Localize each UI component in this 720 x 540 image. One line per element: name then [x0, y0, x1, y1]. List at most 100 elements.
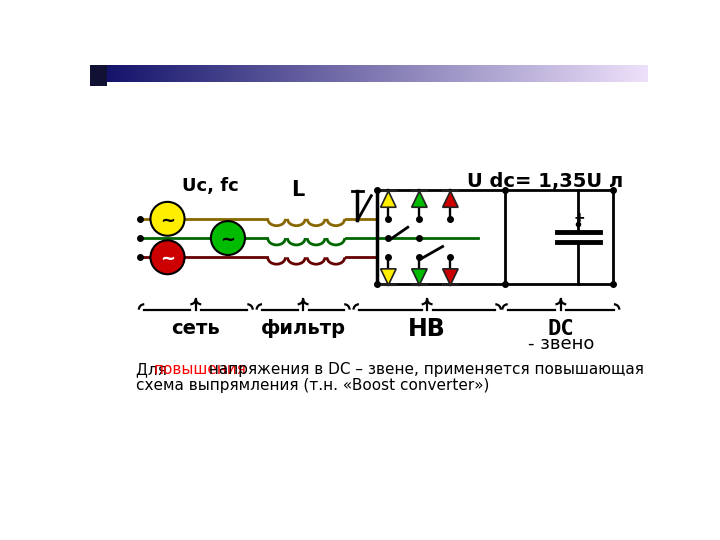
Bar	[510, 65, 512, 82]
Text: ~: ~	[160, 211, 175, 230]
Bar	[494, 65, 495, 82]
Polygon shape	[443, 191, 458, 207]
Bar	[364, 65, 365, 82]
Bar	[326, 65, 327, 82]
Bar	[202, 65, 203, 82]
Bar	[606, 65, 607, 82]
Bar	[571, 65, 572, 82]
Bar	[119, 65, 120, 82]
Bar	[185, 65, 186, 82]
Bar	[275, 65, 276, 82]
Bar	[163, 65, 164, 82]
Bar	[342, 65, 343, 82]
Bar	[282, 65, 283, 82]
Bar	[327, 65, 328, 82]
Bar	[251, 65, 252, 82]
Bar	[354, 65, 355, 82]
Bar	[585, 65, 586, 82]
Bar	[305, 65, 306, 82]
Bar	[423, 65, 424, 82]
Bar	[425, 65, 426, 82]
Bar	[530, 65, 531, 82]
Bar	[421, 65, 422, 82]
Bar	[157, 65, 158, 82]
Bar	[391, 65, 392, 82]
Bar	[218, 65, 219, 82]
Bar	[454, 65, 455, 82]
Bar	[172, 65, 173, 82]
Bar	[272, 65, 273, 82]
Bar	[611, 65, 612, 82]
Bar	[557, 65, 558, 82]
Bar	[271, 65, 272, 82]
Bar	[375, 65, 376, 82]
Bar	[620, 65, 621, 82]
Bar	[449, 65, 450, 82]
Polygon shape	[412, 191, 427, 207]
Bar	[502, 65, 503, 82]
Bar	[151, 65, 152, 82]
Bar	[209, 65, 210, 82]
Bar	[211, 65, 212, 82]
Bar	[321, 65, 322, 82]
Bar	[200, 65, 201, 82]
Bar	[289, 65, 290, 82]
Text: фильтр: фильтр	[261, 320, 346, 339]
Bar	[462, 65, 463, 82]
Bar	[344, 65, 345, 82]
Bar	[159, 65, 160, 82]
Bar	[190, 65, 191, 82]
Bar	[448, 65, 449, 82]
Bar	[338, 65, 339, 82]
Bar	[373, 65, 374, 82]
Circle shape	[211, 221, 245, 255]
Bar	[97, 65, 98, 82]
Bar	[506, 65, 507, 82]
Bar	[600, 65, 602, 82]
Bar	[579, 65, 580, 82]
Bar	[179, 65, 180, 82]
Bar	[351, 65, 352, 82]
Bar	[155, 65, 156, 82]
Bar	[542, 65, 543, 82]
Bar	[141, 65, 142, 82]
Bar	[607, 65, 608, 82]
Bar	[544, 65, 545, 82]
Bar	[468, 65, 469, 82]
Bar	[236, 65, 238, 82]
Bar	[302, 65, 303, 82]
Bar	[258, 65, 259, 82]
Bar	[420, 65, 421, 82]
Text: повышения: повышения	[153, 362, 246, 377]
Bar	[428, 65, 430, 82]
Bar	[318, 65, 319, 82]
Bar	[299, 65, 300, 82]
Bar	[262, 65, 263, 82]
Bar	[492, 65, 493, 82]
Bar	[365, 65, 366, 82]
Bar	[106, 65, 107, 82]
Bar	[316, 65, 317, 82]
Bar	[605, 65, 606, 82]
Bar	[408, 65, 410, 82]
Bar	[598, 65, 599, 82]
Bar	[226, 65, 228, 82]
Bar	[239, 65, 240, 82]
Bar	[507, 65, 508, 82]
Bar	[203, 65, 204, 82]
Bar	[296, 65, 297, 82]
Bar	[328, 65, 329, 82]
Bar	[609, 65, 610, 82]
Bar	[117, 65, 118, 82]
Bar	[127, 65, 128, 82]
Bar	[285, 65, 286, 82]
Bar	[487, 65, 488, 82]
Bar	[335, 65, 336, 82]
Bar	[621, 65, 623, 82]
Bar	[488, 65, 489, 82]
Bar	[588, 65, 589, 82]
Bar	[632, 65, 634, 82]
Bar	[195, 65, 197, 82]
Bar	[343, 65, 344, 82]
Bar	[621, 65, 622, 82]
